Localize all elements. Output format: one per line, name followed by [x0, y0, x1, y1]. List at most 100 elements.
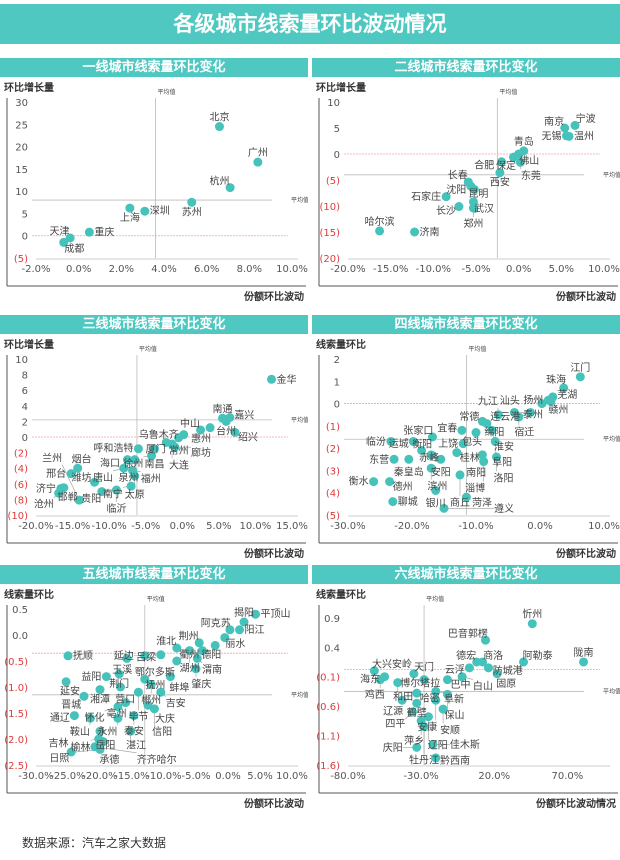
data-point: [253, 157, 263, 167]
data-point-label: 南京: [544, 115, 564, 128]
x-tick-label: 8.0%: [237, 264, 262, 275]
data-point: [525, 407, 535, 417]
data-point-label: 安阳: [431, 465, 451, 478]
y-tick-label: (15): [319, 228, 340, 239]
data-point-label: 邯郸: [58, 490, 78, 503]
data-point: [375, 226, 385, 236]
data-point: [133, 444, 143, 454]
y-tick-label: (4): [14, 464, 28, 475]
x-tick-label: 10.0%: [588, 264, 620, 275]
data-point-label: 宁波: [576, 112, 596, 125]
data-point: [225, 625, 235, 635]
data-point: [140, 206, 150, 216]
data-point-label: 平顶山: [261, 608, 291, 620]
data-point: [389, 454, 399, 464]
data-point: [125, 203, 135, 213]
data-point-label: 商洛: [483, 649, 503, 662]
data-point-label: 海东: [360, 673, 380, 686]
data-point: [194, 638, 204, 648]
data-point: [471, 428, 481, 438]
data-point-label: 天门: [414, 661, 434, 674]
data-point-label: 惠州: [191, 432, 211, 445]
x-tick-label: 10.0%: [276, 771, 308, 782]
data-point-label: 榆林: [71, 740, 91, 753]
x-tick-label: 5.0%: [549, 264, 574, 275]
data-points: [61, 609, 261, 757]
y-tick-label: (20): [319, 254, 340, 265]
data-point-label: 南阳: [466, 466, 486, 479]
data-point-label: 张家口: [403, 424, 433, 437]
y-tick-label: 4: [22, 402, 28, 413]
data-point-label: 佛山: [519, 154, 539, 167]
data-point-label: 合肥: [474, 159, 494, 172]
data-point: [452, 448, 462, 458]
data-point-label: 运城: [389, 438, 409, 450]
y-tick-label: 5: [334, 124, 340, 135]
data-point: [397, 695, 407, 705]
data-point: [515, 157, 525, 167]
average-x-label: 平均值: [139, 345, 157, 353]
data-point-label: 巴音郭楞: [448, 627, 488, 640]
data-point: [133, 687, 143, 697]
x-tick-label: -20.0%: [18, 521, 53, 532]
data-point-label: 秦皇岛: [394, 465, 424, 478]
data-point-label: 成都: [64, 243, 84, 255]
data-point-label: 厦门: [146, 443, 166, 456]
data-point: [146, 679, 156, 689]
data-point-label: 荆门: [109, 677, 129, 690]
data-point: [115, 682, 125, 692]
data-point: [369, 477, 379, 487]
x-tick-label: -20.0%: [394, 521, 429, 532]
data-points: [59, 122, 263, 247]
data-point: [97, 487, 107, 497]
data-point-label: 蚌埠: [169, 681, 189, 694]
data-point-label: 大庆: [155, 712, 175, 725]
data-point: [412, 688, 422, 698]
chart-panel-tier1: 环比增长量 份额环比波动 30 25 20 15 10 5 0 (5) -2.0% 0.0% 2.0% 4…: [0, 58, 308, 308]
y-tick-label: (2): [14, 449, 28, 460]
data-point: [174, 433, 184, 443]
y-tick-label: (5): [326, 176, 340, 187]
data-point-label: 海口: [100, 456, 120, 469]
data-point-label: 南昌: [144, 458, 164, 471]
data-point-label: 亳州: [107, 707, 127, 720]
data-point: [111, 485, 121, 495]
x-tick-label: 4.0%: [151, 264, 176, 275]
data-point-label: 哈密: [420, 691, 440, 704]
x-tick-label: -5.0%: [131, 521, 160, 532]
data-point-label: 延安: [60, 684, 80, 697]
data-point: [491, 452, 501, 462]
average-y-label: 平均值: [603, 171, 620, 179]
data-point-label: 鞍山: [70, 725, 90, 738]
x-tick-label: 15.0%: [276, 521, 308, 532]
y-tick-label: (0.5): [4, 657, 28, 668]
data-point-label: 宜春: [437, 421, 457, 434]
x-tick-label: 0.0%: [527, 521, 552, 532]
data-point-label: 安顺: [440, 723, 460, 736]
data-point: [386, 436, 396, 446]
data-point: [497, 157, 507, 167]
average-x-label: 平均值: [468, 345, 486, 353]
data-point-label: 包头: [462, 435, 482, 448]
data-point-label: 泰安: [124, 725, 144, 738]
data-point: [95, 744, 105, 754]
data-point: [95, 726, 105, 736]
data-point-label: 珠海: [546, 373, 566, 386]
y-tick-label: (0.6): [316, 702, 340, 713]
data-point-label: 永州: [97, 725, 117, 738]
data-point-label: 北京: [209, 111, 229, 124]
data-point-label: 衢州: [179, 649, 199, 661]
data-point: [559, 383, 569, 393]
data-point-label: 哈尔滨: [365, 215, 395, 228]
y-tick-label: 10: [327, 98, 340, 109]
data-point: [410, 227, 420, 237]
data-point-label: 衡水: [349, 476, 369, 488]
y-tick-label: 0: [334, 400, 340, 411]
data-point-label: 桂林: [460, 451, 480, 464]
data-point-label: 济宁: [36, 482, 56, 495]
y-tick-label: (1.6): [316, 761, 340, 772]
x-tick-label: 20.0%: [478, 771, 510, 782]
